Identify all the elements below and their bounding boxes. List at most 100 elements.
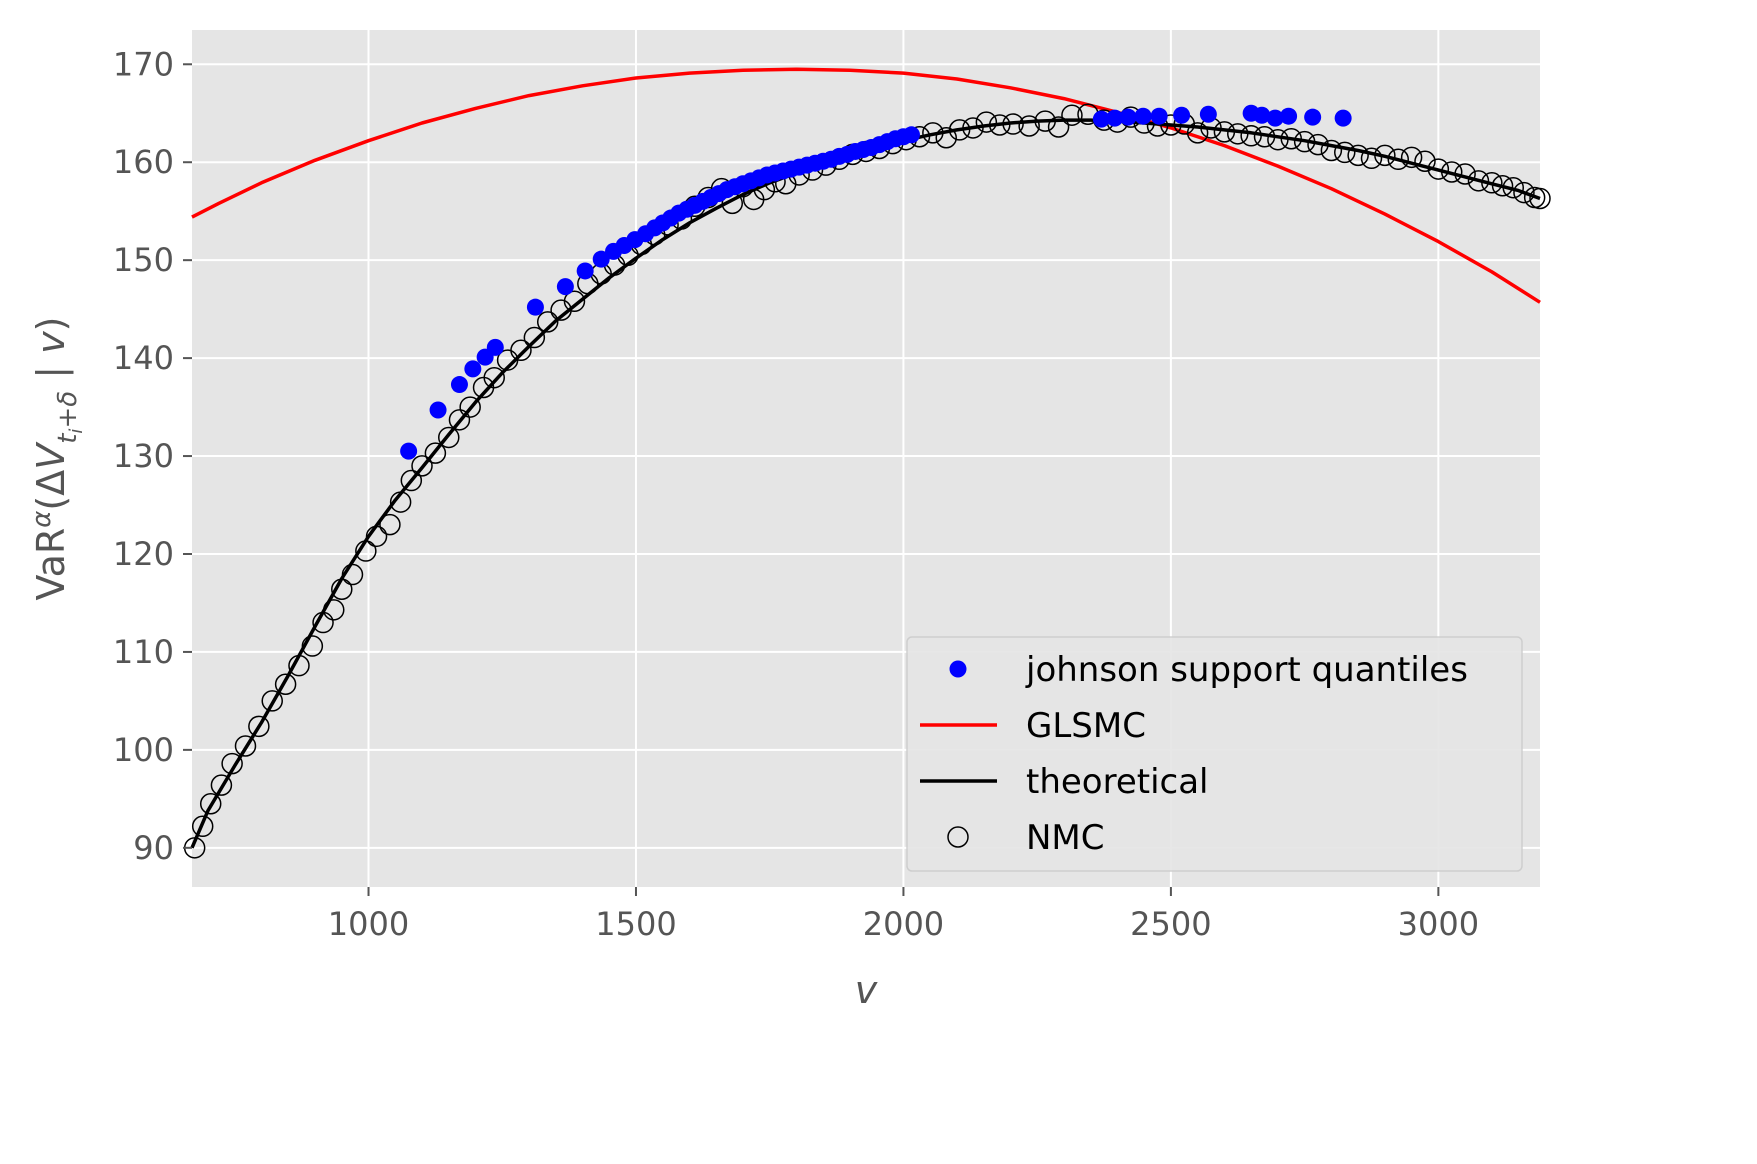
johnson-point: [1253, 106, 1271, 124]
johnson-point: [450, 376, 468, 394]
legend-marker-nmc: [947, 826, 969, 848]
nmc-point: [199, 792, 222, 815]
y-tick-label: 120: [113, 535, 174, 573]
nmc-point: [365, 525, 388, 548]
legend-label: johnson support quantiles: [1025, 650, 1468, 690]
johnson-point: [556, 278, 574, 296]
x-tick-label: 1000: [328, 905, 409, 943]
johnson-point: [592, 250, 610, 268]
nmc-point: [922, 122, 944, 144]
johnson-point: [1280, 107, 1298, 125]
nmc-point: [438, 426, 460, 449]
nmc-point: [1240, 125, 1262, 147]
x-tick-label: 2500: [1130, 905, 1211, 943]
nmc-point: [301, 635, 324, 657]
nmc-point: [1002, 113, 1024, 135]
nmc-point: [1360, 147, 1383, 170]
johnson-point: [1106, 109, 1124, 127]
nmc-point: [1047, 116, 1070, 138]
y-tick-label: 90: [133, 829, 174, 867]
nmc-point: [1502, 176, 1525, 199]
nmc-point: [1491, 174, 1514, 197]
nmc-point: [1374, 144, 1396, 167]
y-axis-label: VaRα(ΔVti+δ | v): [27, 317, 87, 601]
nmc-point: [1320, 139, 1343, 162]
nmc-point: [935, 126, 957, 149]
nmc-point: [1513, 181, 1535, 204]
y-label-sub-rest: +: [53, 407, 83, 429]
nmc-point: [1034, 110, 1056, 132]
nmc-point: [988, 114, 1011, 136]
y-tick-label: 160: [113, 143, 174, 181]
nmc-point: [288, 654, 310, 677]
y-label-sub-i: i: [66, 429, 87, 434]
nmc-point: [459, 396, 481, 418]
nmc-point: [483, 366, 505, 389]
nmc-point: [1227, 123, 1249, 145]
nmc-point: [1467, 170, 1490, 192]
nmc-point: [948, 119, 971, 141]
nmc-point: [191, 815, 214, 838]
nmc-point: [400, 469, 423, 492]
nmc-point: [1387, 148, 1409, 171]
johnson-point: [902, 126, 920, 144]
nmc-point: [323, 599, 345, 621]
johnson-point: [429, 401, 447, 419]
series-layer: [183, 67, 1551, 859]
y-label-var: VaR: [29, 528, 73, 601]
nmc-point: [389, 491, 412, 513]
johnson-point: [486, 338, 504, 356]
nmc-point: [1213, 121, 1236, 143]
nmc-point: [331, 578, 353, 601]
nmc-point: [248, 715, 270, 738]
johnson-point: [1304, 108, 1322, 126]
nmc-point: [1280, 127, 1303, 150]
nmc-point: [424, 442, 447, 464]
y-label-sub: t: [53, 433, 83, 444]
nmc-point: [1293, 130, 1316, 153]
nmc-point: [1253, 126, 1276, 148]
johnson-point: [1334, 109, 1352, 127]
y-tick-label: 150: [113, 241, 174, 279]
y-tick-label: 140: [113, 339, 174, 377]
nmc-point: [234, 735, 257, 757]
x-axis-label: v: [855, 968, 878, 1012]
nmc-point: [962, 117, 984, 139]
nmc-point: [1440, 161, 1463, 183]
legend-label: NMC: [1026, 818, 1105, 858]
legend-marker-johnson: [949, 660, 967, 678]
nmc-point: [1414, 150, 1436, 172]
nmc-point: [1018, 115, 1040, 137]
y-label-close: |: [29, 354, 74, 391]
johnson-point: [1119, 108, 1137, 126]
series-line-glsmc: [191, 67, 1541, 304]
y-label-paren: ): [29, 317, 73, 332]
johnson-point: [1092, 110, 1110, 128]
nmc-point: [261, 690, 283, 712]
nmc-point: [523, 326, 546, 349]
legend-box: [906, 636, 1523, 872]
johnson-point: [576, 262, 594, 280]
y-tick-label: 100: [113, 731, 174, 769]
johnson-point: [400, 442, 418, 460]
nmc-point: [536, 311, 559, 333]
johnson-point: [1134, 107, 1152, 125]
legend-label: GLSMC: [1026, 706, 1146, 746]
johnson-point: [1150, 107, 1168, 125]
nmc-point: [975, 111, 998, 133]
y-tick-label: 170: [113, 45, 174, 83]
nmc-point: [341, 563, 364, 586]
nmc-point: [510, 339, 532, 362]
x-tick-label: 3000: [1398, 905, 1479, 943]
y-label-V: V: [29, 441, 73, 470]
nmc-point: [312, 611, 334, 634]
nmc-point: [563, 290, 586, 313]
nmc-point: [274, 673, 297, 696]
nmc-point: [1160, 114, 1182, 136]
legend: johnson support quantiles GLSMC theoretica…: [906, 636, 1523, 872]
nmc-point: [1427, 158, 1450, 180]
johnson-point: [1173, 106, 1191, 124]
nmc-point: [1061, 104, 1083, 126]
nmc-point: [1347, 144, 1369, 167]
